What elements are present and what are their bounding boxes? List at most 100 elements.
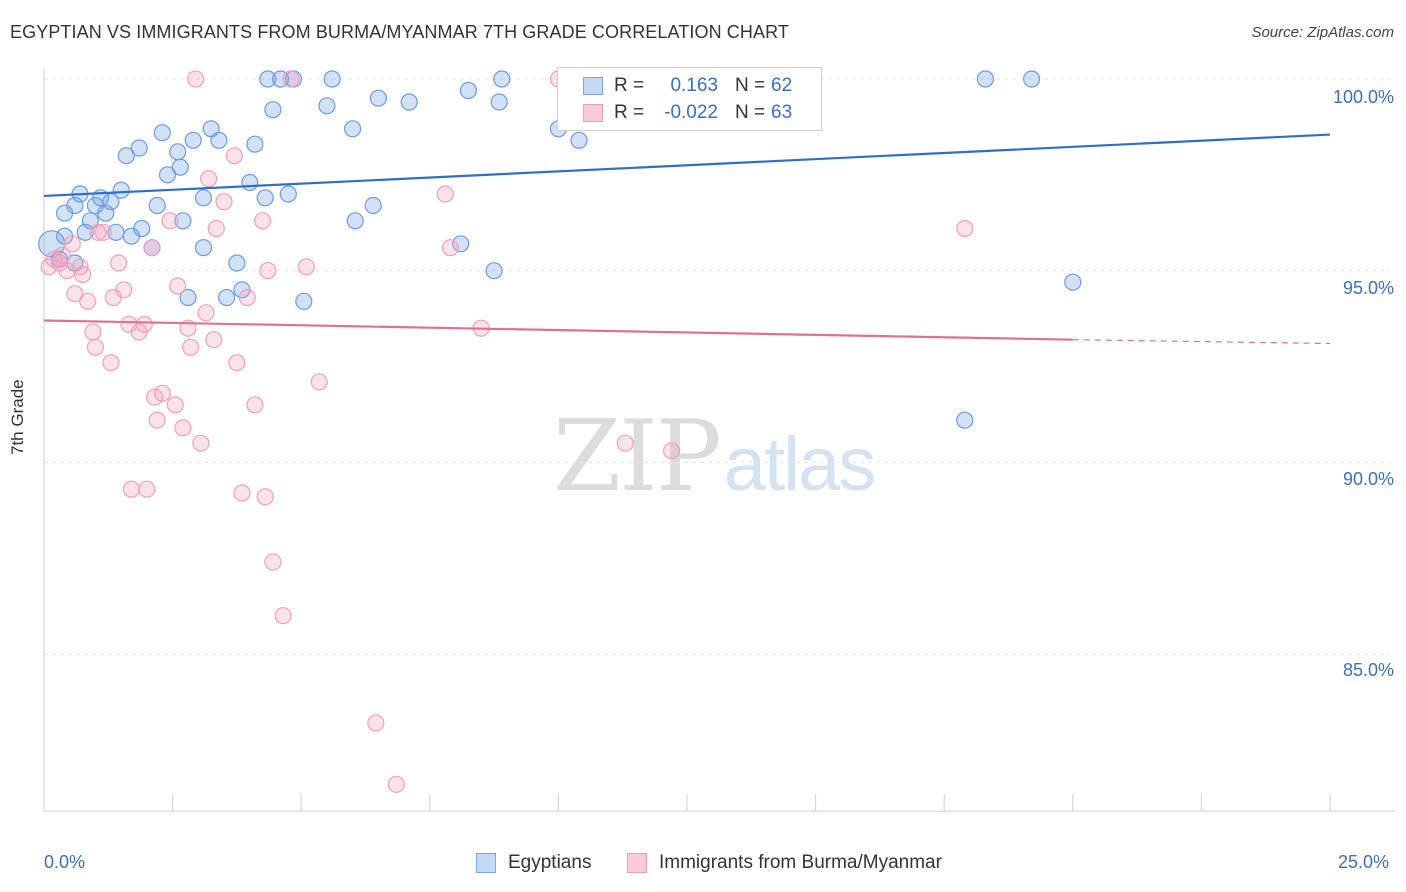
point-burma <box>256 488 274 506</box>
point-burma <box>73 265 92 284</box>
watermark-atlas: atlas <box>723 422 877 507</box>
point-burma <box>225 147 243 165</box>
trend-lines <box>43 133 1331 345</box>
legend-label-burma: Immigrants from Burma/Myanmar <box>659 852 942 873</box>
point-burma <box>86 338 105 356</box>
point-egyptians <box>956 411 974 429</box>
point-burma <box>259 262 277 280</box>
source-label: Source: ZipAtlas.com <box>1251 24 1394 41</box>
point-egyptians <box>171 158 189 176</box>
legend-r-value: 0.163 <box>670 75 718 96</box>
point-burma <box>109 254 128 272</box>
point-egyptians <box>570 131 588 149</box>
point-burma <box>387 775 405 793</box>
stats-legend: R = 0.163 N = 62 R = -0.022 N = 63 <box>557 67 822 131</box>
point-egyptians <box>264 101 282 119</box>
point-egyptians <box>485 262 503 280</box>
data-points <box>38 70 1082 793</box>
trend-line-egyptians <box>43 133 1331 198</box>
point-egyptians <box>174 212 192 230</box>
legend-n-value: 63 <box>771 102 793 123</box>
grid-lines <box>44 78 1390 655</box>
legend-row-egyptians: R = 0.163 N = 62 <box>558 74 821 100</box>
y-tick-90: 90.0% <box>1342 469 1394 489</box>
point-egyptians <box>295 292 313 310</box>
point-egyptians <box>218 288 236 307</box>
legend-r-label: R = <box>614 75 645 96</box>
point-burma <box>662 442 681 460</box>
legend-r-value: -0.022 <box>664 102 718 123</box>
point-burma <box>282 70 300 88</box>
point-egyptians <box>256 189 274 207</box>
point-egyptians <box>1064 273 1082 291</box>
point-burma <box>135 315 153 333</box>
series-legend: Egyptians Immigrants from Burma/Myanmar <box>0 852 1406 878</box>
point-burma <box>84 323 102 341</box>
x-tick-max: 25.0% <box>1338 852 1390 872</box>
legend-label-egyptians: Egyptians <box>508 852 592 873</box>
axes <box>43 68 1395 812</box>
point-egyptians <box>133 219 151 238</box>
point-egyptians <box>153 124 171 142</box>
point-egyptians <box>184 131 202 149</box>
point-burma <box>264 553 282 571</box>
legend-swatch-blue <box>583 77 603 95</box>
point-burma <box>228 354 246 372</box>
point-egyptians <box>344 120 362 138</box>
point-egyptians <box>452 235 470 253</box>
x-tick-min: 0.0% <box>44 852 86 872</box>
point-egyptians <box>1022 70 1041 88</box>
point-egyptians <box>318 97 336 115</box>
point-burma <box>122 480 140 498</box>
point-burma <box>310 373 328 391</box>
point-burma <box>238 288 256 307</box>
point-egyptians <box>117 147 135 165</box>
point-egyptians <box>346 212 364 230</box>
point-egyptians <box>364 196 382 215</box>
point-burma <box>192 434 210 452</box>
trend-line-burma-extrapolated <box>1072 339 1331 345</box>
point-burma <box>166 396 184 414</box>
point-burma <box>215 193 233 211</box>
point-egyptians <box>490 93 508 111</box>
trend-line-burma <box>43 319 1073 341</box>
point-burma <box>153 384 171 402</box>
y-tick-85: 85.0% <box>1342 660 1394 680</box>
point-burma <box>956 219 974 238</box>
point-egyptians <box>169 143 187 161</box>
point-burma <box>274 607 292 625</box>
point-egyptians <box>493 70 511 88</box>
point-burma <box>616 434 634 452</box>
point-burma <box>441 239 459 257</box>
point-egyptians <box>194 239 213 257</box>
legend-swatch-egyptians <box>476 853 496 873</box>
point-egyptians <box>323 70 341 88</box>
point-egyptians <box>148 196 166 215</box>
point-burma <box>66 285 84 303</box>
point-burma <box>102 354 120 372</box>
y-tick-95: 95.0% <box>1342 278 1394 298</box>
point-egyptians <box>246 135 264 153</box>
point-burma <box>94 223 112 241</box>
point-egyptians <box>241 173 259 192</box>
point-egyptians <box>259 70 277 88</box>
point-burma <box>53 246 71 264</box>
legend-swatch-pink <box>583 104 603 122</box>
point-burma <box>367 714 385 732</box>
point-burma <box>207 219 225 238</box>
point-burma <box>143 239 161 257</box>
legend-n-value: 62 <box>771 75 793 96</box>
point-burma <box>161 212 179 230</box>
point-burma <box>254 212 272 230</box>
point-egyptians <box>400 93 418 111</box>
point-egyptians <box>228 254 246 272</box>
point-burma <box>115 281 133 299</box>
legend-n-label: N = <box>735 75 766 96</box>
point-burma <box>174 419 192 437</box>
point-burma <box>63 235 81 253</box>
point-burma <box>205 331 223 349</box>
point-burma <box>182 338 200 356</box>
point-burma <box>187 70 205 88</box>
point-egyptians <box>112 181 130 199</box>
